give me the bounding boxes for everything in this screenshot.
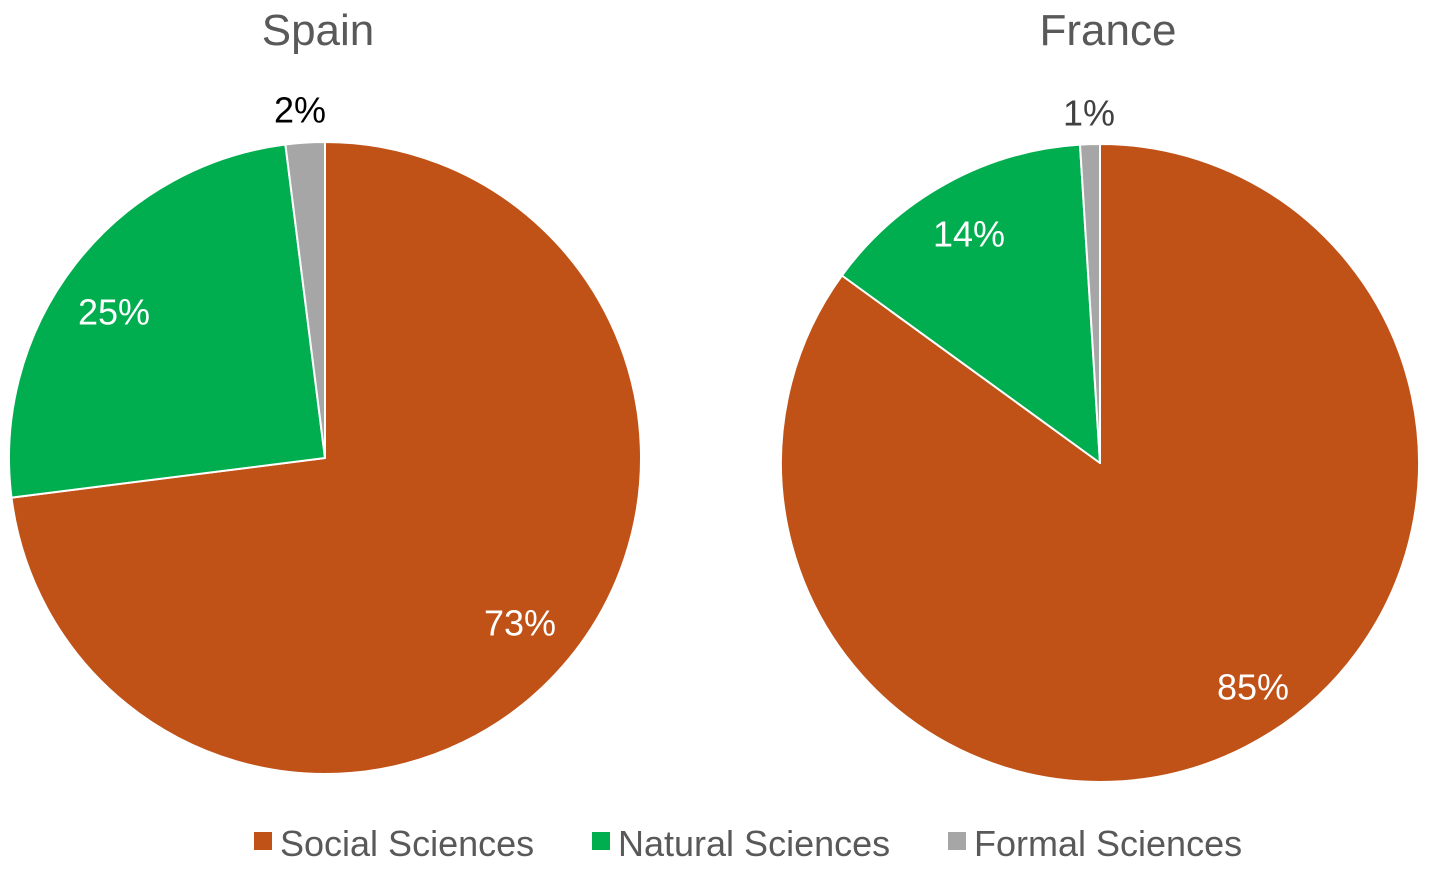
legend-label-formal-sciences: Formal Sciences [974,823,1242,864]
data-label-france-social-sciences: 85% [1217,667,1289,708]
pie-slice-spain-social-sciences [10,141,642,775]
pie-chart-spain: Spain 73% 25% 2% [8,6,642,775]
legend-item-social-sciences: Social Sciences [254,823,534,864]
data-label-spain-natural-sciences: 25% [78,292,150,333]
legend-label-natural-sciences: Natural Sciences [618,823,890,864]
pie-chart-france: France 85% 14% 1% [780,6,1420,783]
data-label-france-natural-sciences: 14% [933,214,1005,255]
data-label-spain-social-sciences: 73% [484,603,556,644]
pie-slice-france-formal-sciences [1078,143,1101,464]
legend-swatch-formal-sciences [948,832,966,850]
pie-slice-france-natural-sciences [840,143,1101,464]
legend-swatch-social-sciences [254,832,272,850]
legend-swatch-natural-sciences [592,832,610,850]
data-label-spain-formal-sciences: 2% [274,90,326,131]
data-label-france-formal-sciences: 1% [1063,93,1115,134]
pie-slice-spain-formal-sciences [284,141,326,459]
legend-item-formal-sciences: Formal Sciences [948,823,1242,864]
pie-slice-spain-natural-sciences [8,143,326,499]
chart-legend: Social Sciences Natural Sciences Formal … [254,823,1242,864]
legend-label-social-sciences: Social Sciences [280,823,534,864]
chart-title-france: France [1040,6,1177,55]
chart-title-spain: Spain [262,6,375,55]
legend-item-natural-sciences: Natural Sciences [592,823,890,864]
